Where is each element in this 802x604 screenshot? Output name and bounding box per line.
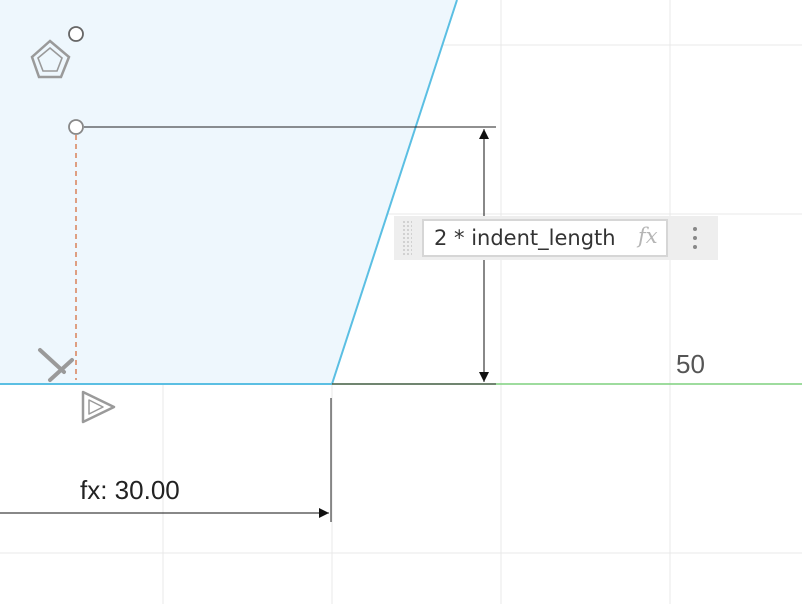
vertical-dimension[interactable] [84, 126, 496, 385]
horizontal-dimension-value[interactable]: fx: 30.00 [80, 475, 180, 505]
sketch-point[interactable] [68, 119, 84, 135]
fx-icon[interactable]: fx [638, 224, 658, 248]
dimension-edit-box: 2 * indent_length fx [394, 216, 718, 260]
sketch-profile-region[interactable] [0, 0, 457, 384]
polygon-constraint-icon[interactable] [30, 39, 71, 79]
grid-label: 50 [676, 349, 705, 379]
slanted-sketch-line[interactable] [331, 0, 458, 385]
triangle-constraint-icon[interactable] [81, 390, 116, 424]
perpendicular-constraint-icon[interactable] [38, 348, 74, 382]
dimension-expression-input[interactable]: 2 * indent_length [422, 219, 668, 257]
drag-handle-icon[interactable] [402, 220, 412, 256]
more-options-icon[interactable] [686, 222, 704, 254]
horizontal-dimension[interactable] [0, 398, 332, 522]
sketch-point-top[interactable] [68, 26, 84, 42]
